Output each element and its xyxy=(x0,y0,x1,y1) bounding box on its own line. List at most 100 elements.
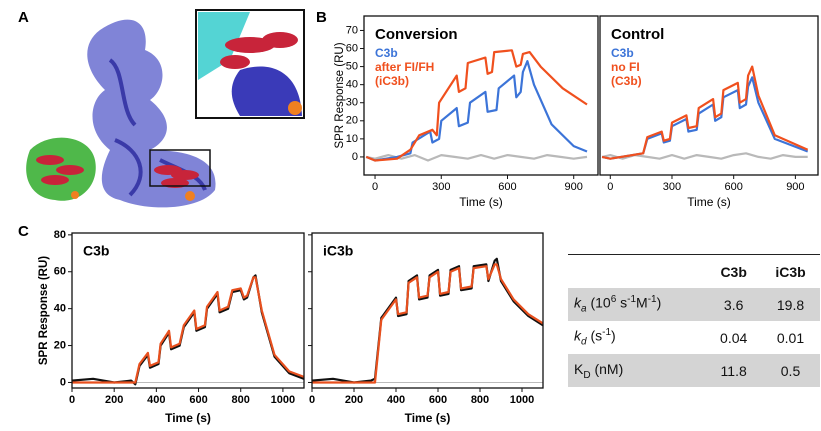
chart-title: Conversion xyxy=(375,26,458,43)
label-part: ) xyxy=(656,294,662,311)
x-tick-label: 1000 xyxy=(271,394,295,406)
legend-entry: (C3b) xyxy=(611,74,642,88)
zoom-box xyxy=(149,149,211,187)
legend-entry: C3b xyxy=(375,46,398,60)
x-tick-label: 800 xyxy=(232,394,250,406)
column-header: iC3b xyxy=(761,254,820,288)
label-part: D xyxy=(583,369,591,381)
site xyxy=(288,101,302,115)
protein-structure xyxy=(26,9,305,208)
trace xyxy=(72,276,304,384)
label-part: k xyxy=(574,294,581,311)
table-row: kd (s-1) 0.04 0.01 xyxy=(568,321,820,354)
inset-helices xyxy=(220,32,298,69)
table-cell: 19.8 xyxy=(761,288,820,321)
label-part: -1 xyxy=(627,294,637,306)
trace xyxy=(312,257,543,384)
x-tick-label: 400 xyxy=(387,394,405,406)
label-part: K xyxy=(574,360,584,377)
x-tick-label: 900 xyxy=(786,181,804,193)
row-label: ka (106 s-1M-1) xyxy=(568,288,707,321)
x-axis-label: Time (s) xyxy=(405,411,451,425)
y-tick-label: 50 xyxy=(346,60,358,72)
row-label: kd (s-1) xyxy=(568,321,706,354)
legend-entry: after FI/FH xyxy=(375,60,434,74)
y-tick-label: 0 xyxy=(60,376,66,388)
x-axis-label: Time (s) xyxy=(687,195,731,209)
label-part: a xyxy=(581,303,587,315)
corner xyxy=(568,254,707,288)
x-tick-label: 300 xyxy=(432,181,450,193)
table-row: KD (nM) 11.8 0.5 xyxy=(568,354,820,387)
panel-label: B xyxy=(316,9,327,26)
x-tick-label: 600 xyxy=(724,181,742,193)
label-part: (10 xyxy=(586,294,611,311)
x-tick-label: 0 xyxy=(309,394,315,406)
y-tick-label: 40 xyxy=(346,79,358,91)
table-cell: 11.8 xyxy=(706,354,761,387)
x-axis-label: Time (s) xyxy=(165,411,211,425)
inset-cyan xyxy=(198,12,250,80)
rate-table: C3b iC3b ka (106 s-1M-1) 3.6 19.8 kd (s-1) 0.… xyxy=(568,254,820,387)
x-tick-label: 600 xyxy=(498,181,516,193)
trace xyxy=(601,76,809,160)
y-tick-label: 70 xyxy=(346,24,358,36)
structure-blue xyxy=(87,19,216,208)
x-tick-label: 200 xyxy=(105,394,123,406)
x-tick-label: 0 xyxy=(69,394,75,406)
x-tick-label: 0 xyxy=(607,181,613,193)
panel-label: C xyxy=(18,223,29,240)
label-part: 6 xyxy=(610,294,617,306)
trace xyxy=(365,49,588,162)
label-part: (nM) xyxy=(590,360,624,377)
label-part: -1 xyxy=(602,327,612,339)
y-tick-label: 40 xyxy=(54,303,66,315)
x-tick-label: 900 xyxy=(565,181,583,193)
label-part: k xyxy=(574,327,581,344)
x-tick-label: 0 xyxy=(372,181,378,193)
x-tick-label: 600 xyxy=(429,394,447,406)
x-axis-label: Time (s) xyxy=(459,195,503,209)
legend-entry: no FI xyxy=(611,60,640,74)
y-tick-label: 10 xyxy=(346,133,358,145)
label-part: -1 xyxy=(647,294,657,306)
site xyxy=(185,191,195,201)
label-part: (s xyxy=(586,327,603,344)
y-tick-label: 80 xyxy=(54,229,66,241)
row-label: KD (nM) xyxy=(568,354,707,387)
y-tick-label: 0 xyxy=(352,151,358,163)
label-part: s xyxy=(616,294,628,311)
y-axis-label: SPR Response (RU) xyxy=(38,256,50,365)
column-header: C3b xyxy=(706,254,761,288)
table-row: ka (106 s-1M-1) 3.6 19.8 xyxy=(568,288,820,321)
table-cell: 0.01 xyxy=(776,329,805,346)
panel-label: A xyxy=(18,9,29,26)
legend-entry: (iC3b) xyxy=(375,74,409,88)
plot-frame xyxy=(71,232,305,389)
trace xyxy=(312,263,543,384)
x-tick-label: 800 xyxy=(471,394,489,406)
x-tick-label: 300 xyxy=(663,181,681,193)
plot-frame xyxy=(363,15,599,176)
y-tick-label: 60 xyxy=(346,42,358,54)
label-part: M xyxy=(636,294,648,311)
y-tick-label: 60 xyxy=(54,266,66,278)
helices-green xyxy=(36,155,84,185)
table-cell: 3.6 xyxy=(706,288,761,321)
x-tick-label: 200 xyxy=(345,394,363,406)
trace xyxy=(601,65,809,160)
y-tick-label: 30 xyxy=(346,97,358,109)
chart-title: Control xyxy=(611,26,664,43)
table-cell: 0.5 xyxy=(761,354,820,387)
y-tick-label: 20 xyxy=(54,339,66,351)
site xyxy=(71,191,79,199)
x-tick-label: 1000 xyxy=(510,394,534,406)
chart-title: iC3b xyxy=(323,243,353,259)
x-tick-label: 600 xyxy=(189,394,207,406)
y-axis-label: SPR Response (RU) xyxy=(334,42,346,148)
label-part: ) xyxy=(611,327,616,344)
plot-frame xyxy=(311,232,544,389)
legend-entry: C3b xyxy=(611,46,634,60)
